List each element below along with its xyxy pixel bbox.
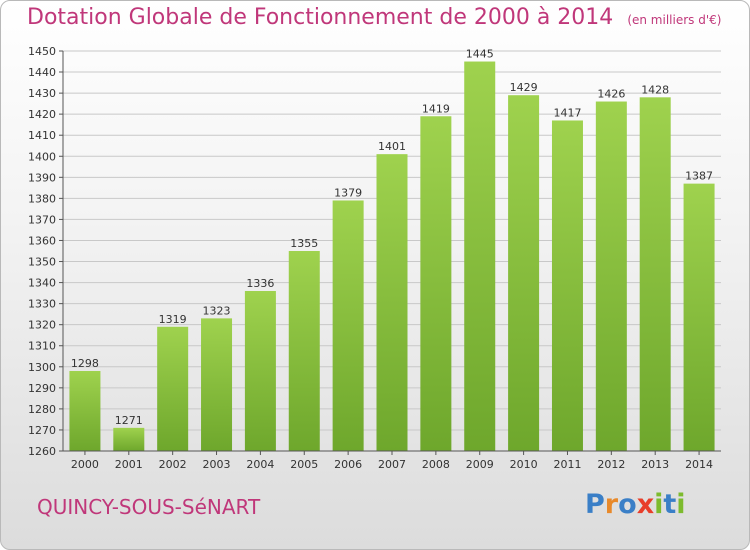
bar-2007 (376, 154, 408, 451)
y-tick-label: 1390 (28, 171, 56, 184)
bar-2000 (69, 371, 101, 451)
logo-letter: P (585, 489, 605, 520)
y-tick-label: 1310 (28, 340, 56, 353)
x-tick-label-2001: 2001 (115, 458, 143, 471)
value-label-2005: 1355 (290, 237, 318, 250)
x-tick-label-2002: 2002 (159, 458, 187, 471)
y-tick-label: 1260 (28, 445, 56, 458)
commune-name: QUINCY-SOUS-SéNART (37, 495, 261, 519)
x-tick-label-2014: 2014 (685, 458, 713, 471)
bar-2002 (157, 326, 189, 451)
y-tick-label: 1430 (28, 87, 56, 100)
y-tick-label: 1370 (28, 213, 56, 226)
chart-title: Dotation Globale de Fonctionnement de 20… (27, 5, 614, 30)
axis-layer: 1260 1270 1280 1290 1300 1310 1320 1330 1340 1350… (28, 45, 721, 471)
value-label-2003: 1323 (203, 304, 231, 317)
y-tick-label: 1290 (28, 382, 56, 395)
bar-2001 (113, 427, 145, 451)
value-label-2007: 1401 (378, 140, 406, 153)
y-tick-label: 1330 (28, 298, 56, 311)
y-tick-label: 1360 (28, 234, 56, 247)
x-tick-label-2013: 2013 (641, 458, 669, 471)
value-label-2002: 1319 (159, 313, 187, 326)
value-label-2010: 1429 (510, 81, 538, 94)
logo-letter: x (636, 489, 655, 520)
value-label-2006: 1379 (334, 186, 362, 199)
y-tick-label: 1450 (28, 45, 56, 58)
y-tick-label: 1440 (28, 66, 56, 79)
logo-letter: t (663, 489, 677, 520)
logo-letter: i (654, 489, 664, 520)
value-label-2009: 1445 (466, 48, 494, 61)
value-label-2004: 1336 (246, 277, 274, 290)
value-label-2001: 1271 (115, 414, 143, 427)
x-tick-label-2012: 2012 (597, 458, 625, 471)
y-tick-label: 1270 (28, 424, 56, 437)
y-tick-label: 1420 (28, 108, 56, 121)
bar-2013 (639, 97, 671, 451)
logo-letter: r (604, 489, 619, 520)
bar-2005 (288, 251, 320, 451)
y-tick-label: 1300 (28, 361, 56, 374)
y-tick-label: 1410 (28, 129, 56, 142)
x-tick-label-2011: 2011 (553, 458, 581, 471)
bar-2014 (683, 183, 715, 451)
x-tick-label-2005: 2005 (290, 458, 318, 471)
x-tick-label-2004: 2004 (246, 458, 274, 471)
proxiti-logo: Proxiti (585, 489, 686, 520)
y-tick-label: 1400 (28, 150, 56, 163)
bar-2010 (508, 95, 540, 452)
value-label-2012: 1426 (597, 88, 625, 101)
value-label-2013: 1428 (641, 83, 669, 96)
x-tick-label-2007: 2007 (378, 458, 406, 471)
x-tick-label-2003: 2003 (203, 458, 231, 471)
logo-letter: o (618, 489, 637, 520)
bar-2008 (420, 116, 452, 452)
value-label-2008: 1419 (422, 102, 450, 115)
x-tick-label-2008: 2008 (422, 458, 450, 471)
bar-2003 (201, 318, 233, 451)
logo-letter: i (676, 489, 686, 520)
unit-note: (en milliers d'€) (627, 13, 722, 27)
bar-2011 (551, 120, 583, 451)
y-tick-label: 1350 (28, 256, 56, 269)
x-tick-label-2006: 2006 (334, 458, 362, 471)
y-tick-label: 1280 (28, 403, 56, 416)
x-tick-label-2000: 2000 (71, 458, 99, 471)
x-tick-label-2010: 2010 (510, 458, 538, 471)
value-label-2011: 1417 (553, 106, 581, 119)
value-label-2014: 1387 (685, 170, 713, 183)
x-tick-label-2009: 2009 (466, 458, 494, 471)
title-block: Dotation Globale de Fonctionnement de 20… (27, 5, 721, 30)
y-tick-label: 1340 (28, 277, 56, 290)
bar-2006 (332, 200, 364, 451)
bar-2012 (595, 101, 627, 452)
y-tick-label: 1320 (28, 319, 56, 332)
y-tick-label: 1380 (28, 192, 56, 205)
bar-2004 (244, 291, 276, 451)
value-label-2000: 1298 (71, 357, 99, 370)
bar-2009 (464, 61, 496, 452)
bars-layer: 1298 1271 1319 1323 1336 1355 1379 1401 1419 1445… (69, 48, 715, 452)
